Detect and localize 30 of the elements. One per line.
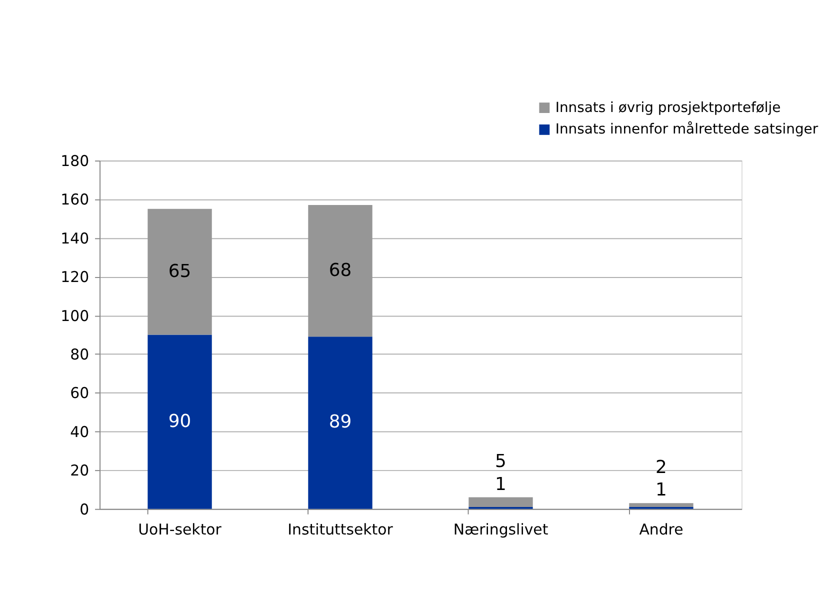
y-tick-label: 40: [70, 422, 90, 441]
data-label: 89: [328, 412, 352, 433]
x-tick-label: Næringslivet: [453, 520, 548, 538]
data-label: 90: [168, 410, 192, 432]
data-label: 2: [656, 456, 667, 478]
y-tick-label: 60: [70, 384, 90, 402]
x-tick-label: UoH-sektor: [138, 520, 222, 538]
y-tick-label: 0: [80, 500, 90, 518]
y-tick-label: 120: [60, 268, 90, 286]
bar: [148, 334, 212, 509]
y-tick-label: 100: [60, 306, 90, 325]
y-tick-label: 160: [60, 190, 90, 209]
y-tick-label: 80: [70, 346, 90, 364]
y-tick-label: 140: [60, 229, 90, 248]
legend-label: Innsats innenfor målrettede satsinger: [555, 120, 818, 138]
bar: [308, 336, 372, 509]
data-label: 5: [495, 451, 506, 472]
y-tick-label: 20: [70, 462, 90, 480]
legend-label: Innsats i øvrig prosjektportefølje: [555, 100, 781, 116]
bar: [148, 208, 212, 335]
x-tick-label: Instituttsektor: [288, 520, 394, 538]
bar: [468, 497, 533, 507]
data-label: 68: [328, 260, 352, 281]
bar: [308, 205, 372, 337]
bar: [629, 503, 694, 507]
x-tick-label: Andre: [639, 520, 684, 538]
data-label: 65: [168, 260, 192, 282]
data-label: 1: [495, 474, 506, 495]
y-tick-label: 180: [60, 152, 90, 170]
data-label: 1: [656, 480, 667, 501]
